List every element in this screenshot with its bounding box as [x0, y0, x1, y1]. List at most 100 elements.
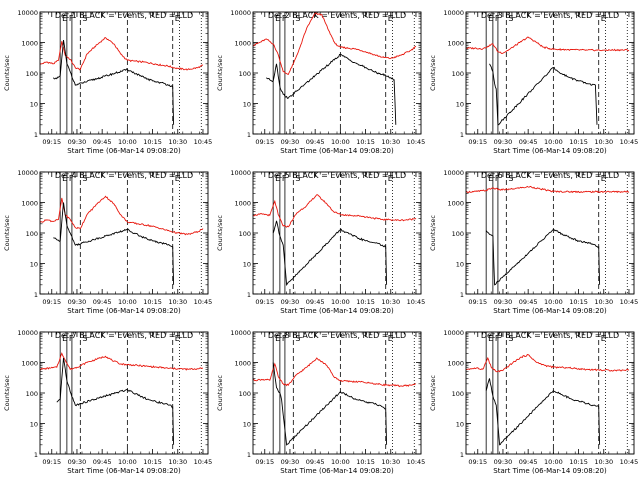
- time-marker-label: S: [508, 334, 513, 343]
- y-tick-label: 1: [34, 131, 38, 139]
- y-axis-label: Counts/sec: [216, 55, 224, 91]
- time-marker-label: E: [62, 14, 67, 23]
- x-tick-label: 09:15: [42, 458, 61, 466]
- x-axis-label: Start Time (06-Mar-14 09:08:20): [280, 467, 394, 475]
- time-marker-label: F: [69, 14, 74, 23]
- y-tick-label: 1: [460, 451, 464, 459]
- panel-title: Det 5 BLACK = Events, RED = LLD: [268, 171, 406, 180]
- panel-title: Det 6 BLACK = Events, RED = LLD: [481, 171, 619, 180]
- x-tick-label: 09:45: [93, 458, 112, 466]
- x-axis-label: Start Time (06-Mar-14 09:08:20): [280, 147, 394, 155]
- x-axis-label: Start Time (06-Mar-14 09:08:20): [67, 147, 181, 155]
- time-marker-label: F: [495, 14, 500, 23]
- y-tick-label: 1000: [234, 360, 251, 368]
- detector-panel-6: Det 6 BLACK = Events, RED = LLD Counts/se…: [429, 169, 638, 315]
- x-tick-label: 10:30: [594, 298, 613, 306]
- lld-series-line: [466, 353, 630, 373]
- plot-frame: [39, 171, 209, 295]
- lld-series-line: [253, 194, 417, 228]
- y-tick-label: 100: [26, 70, 38, 78]
- y-tick-label: 1000: [447, 40, 464, 48]
- x-tick-label: 10:00: [118, 138, 137, 146]
- lld-series-line: [40, 352, 203, 371]
- x-tick-label: 10:30: [381, 298, 400, 306]
- x-tick-label: 09:45: [93, 138, 112, 146]
- y-tick-label: 1000: [234, 40, 251, 48]
- x-tick-label: 10:45: [194, 298, 213, 306]
- plot-frame: [39, 11, 209, 135]
- y-tick-label: 1: [460, 131, 464, 139]
- detector-panel-2: Det 2 BLACK = Events, RED = LLD Counts/se…: [216, 9, 425, 155]
- x-tick-label: 09:30: [281, 458, 300, 466]
- y-tick-label: 10: [243, 261, 251, 269]
- time-marker-label: F: [282, 174, 287, 183]
- x-tick-label: 09:15: [255, 138, 274, 146]
- x-tick-label: 10:00: [544, 138, 563, 146]
- y-axis-label: Counts/sec: [3, 375, 11, 411]
- panel-title: Det 8 BLACK = Events, RED = LLD: [268, 331, 406, 340]
- x-tick-label: 10:45: [407, 298, 426, 306]
- x-tick-label: 09:45: [306, 138, 325, 146]
- y-tick-label: 1: [34, 451, 38, 459]
- x-tick-label: 10:15: [356, 298, 375, 306]
- y-tick-label: 10: [30, 261, 38, 269]
- x-tick-label: 10:15: [569, 138, 588, 146]
- time-marker-label: E: [488, 334, 493, 343]
- lld-series-line: [466, 36, 630, 54]
- x-tick-label: 10:15: [569, 458, 588, 466]
- x-tick-label: 09:15: [42, 138, 61, 146]
- x-tick-label: 10:30: [168, 138, 187, 146]
- events-series-line: [485, 378, 601, 446]
- x-tick-label: 09:30: [68, 138, 87, 146]
- panel-title: Det 1 BLACK = Events, RED = LLD: [55, 11, 193, 20]
- time-marker-label: E: [601, 174, 606, 183]
- x-tick-label: 10:30: [168, 298, 187, 306]
- y-tick-label: 100: [239, 230, 251, 238]
- x-tick-label: 10:30: [168, 458, 187, 466]
- y-tick-label: 100: [239, 390, 251, 398]
- x-tick-label: 10:00: [118, 458, 137, 466]
- y-tick-label: 1: [247, 451, 251, 459]
- events-series-line: [272, 362, 388, 446]
- y-tick-label: 100: [26, 230, 38, 238]
- y-tick-label: 100: [452, 390, 464, 398]
- y-tick-label: 10000: [17, 329, 38, 337]
- detector-panel-1: Det 1 BLACK = Events, RED = LLD Counts/se…: [3, 9, 212, 155]
- y-tick-label: 10000: [443, 169, 464, 177]
- events-series-line: [266, 54, 397, 125]
- time-marker-label: S: [295, 334, 300, 343]
- time-marker-label: E: [275, 14, 280, 23]
- x-tick-label: 09:15: [255, 298, 274, 306]
- events-series-line: [272, 220, 388, 287]
- x-tick-label: 09:45: [306, 298, 325, 306]
- x-tick-label: 09:30: [68, 458, 87, 466]
- x-tick-label: 09:15: [42, 298, 61, 306]
- events-series-line: [485, 228, 601, 286]
- x-tick-label: 09:15: [255, 458, 274, 466]
- x-tick-label: 10:45: [194, 458, 213, 466]
- x-tick-label: 09:45: [519, 458, 538, 466]
- lld-series-line: [253, 357, 417, 388]
- events-series-line: [56, 357, 175, 445]
- y-tick-label: 10000: [230, 9, 251, 17]
- x-tick-label: 09:15: [468, 138, 487, 146]
- y-tick-label: 1: [34, 291, 38, 299]
- plot-frame: [465, 171, 635, 295]
- x-tick-label: 10:45: [620, 298, 639, 306]
- y-tick-label: 1000: [447, 200, 464, 208]
- y-tick-label: 10: [30, 421, 38, 429]
- y-axis-label: Counts/sec: [429, 375, 437, 411]
- y-tick-label: 10: [456, 261, 464, 269]
- y-axis-label: Counts/sec: [3, 55, 11, 91]
- detector-panel-5: Det 5 BLACK = Events, RED = LLD Counts/se…: [216, 169, 425, 315]
- y-axis-label: Counts/sec: [216, 215, 224, 251]
- y-tick-label: 100: [452, 70, 464, 78]
- y-tick-label: 1000: [21, 40, 38, 48]
- y-tick-label: 100: [239, 70, 251, 78]
- time-marker-label: E: [175, 334, 180, 343]
- x-tick-label: 10:15: [143, 298, 162, 306]
- time-marker-label: E: [388, 14, 393, 23]
- y-tick-label: 10: [30, 101, 38, 109]
- x-tick-label: 10:15: [143, 458, 162, 466]
- time-marker-label: F: [282, 14, 287, 23]
